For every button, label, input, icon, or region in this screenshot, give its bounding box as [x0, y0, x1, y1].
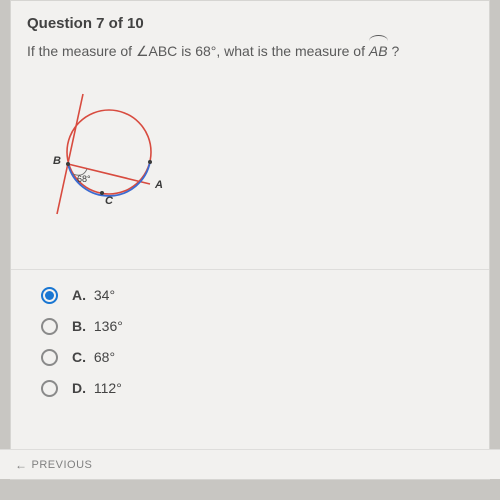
arc-cap-icon: [369, 35, 388, 41]
qtext-mid: is 68°, what is the measure of: [181, 43, 369, 59]
divider: [11, 269, 489, 270]
choice-d[interactable]: D. 112°: [41, 373, 473, 404]
question-panel: Question 7 of 10 If the measure of ∠ABC …: [10, 0, 490, 480]
previous-button[interactable]: ← PREVIOUS: [15, 458, 92, 472]
answer-choices: A. 34° B. 136° C. 68° D. 112°: [27, 280, 473, 404]
svg-text:B: B: [53, 155, 61, 167]
previous-label: PREVIOUS: [32, 459, 93, 471]
bottom-bar: ← PREVIOUS: [0, 449, 500, 479]
radio-icon[interactable]: [41, 380, 58, 397]
question-header: Question 7 of 10: [27, 15, 473, 32]
arc-ab-symbol: AB: [369, 42, 388, 62]
choice-b[interactable]: B. 136°: [41, 311, 473, 342]
geometry-figure: B A C 68°: [27, 92, 473, 247]
choice-label: D. 112°: [72, 380, 122, 396]
radio-icon[interactable]: [41, 318, 58, 335]
svg-text:68°: 68°: [77, 174, 91, 184]
choice-c[interactable]: C. 68°: [41, 342, 473, 373]
qtext-suffix: ?: [391, 43, 399, 59]
circle-diagram: B A C 68°: [27, 92, 187, 242]
arrow-left-icon: ←: [15, 458, 28, 472]
radio-icon[interactable]: [41, 287, 58, 304]
choice-a[interactable]: A. 34°: [41, 280, 473, 311]
question-text: If the measure of ∠ABC is 68°, what is t…: [27, 42, 473, 62]
choice-label: B. 136°: [72, 318, 123, 334]
svg-text:C: C: [105, 195, 114, 207]
choice-label: C. 68°: [72, 349, 115, 365]
qtext-prefix: If the measure of: [27, 43, 136, 59]
choice-label: A. 34°: [72, 287, 115, 303]
radio-icon[interactable]: [41, 349, 58, 366]
svg-text:A: A: [154, 179, 163, 191]
angle-abc: ∠ABC: [136, 43, 177, 59]
